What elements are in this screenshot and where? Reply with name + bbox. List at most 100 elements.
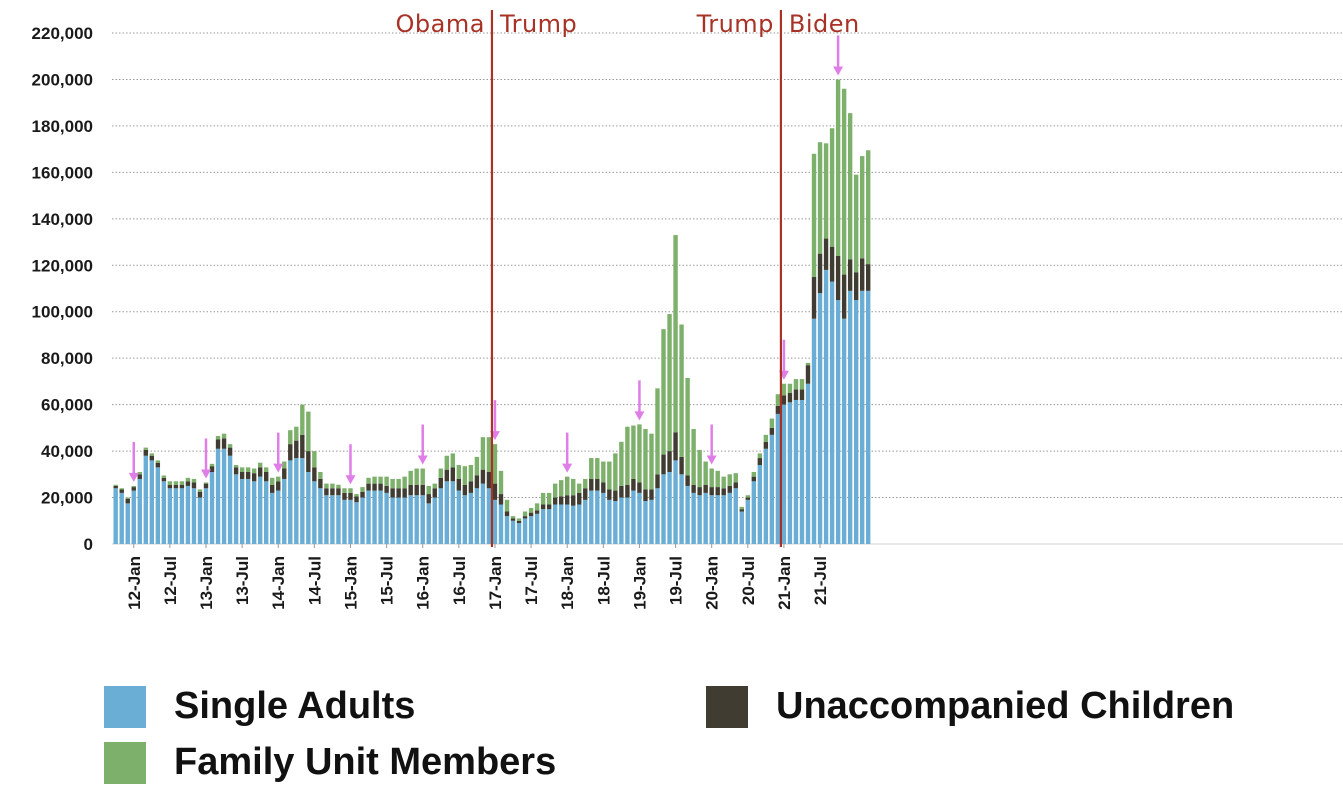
bars <box>113 79 871 544</box>
bar-unaccompanied-children <box>185 481 191 486</box>
x-tick-label: 14-Jan <box>269 556 288 610</box>
bar-single-adults <box>697 495 702 544</box>
bar-unaccompanied-children <box>769 427 775 435</box>
bar-unaccompanied-children <box>655 474 660 489</box>
bar-unaccompanied-children <box>143 449 148 456</box>
arrow-markers <box>128 35 844 485</box>
bar-family-unit-members <box>739 506 744 510</box>
bar-unaccompanied-children <box>173 484 179 489</box>
bar-family-unit-members <box>631 425 636 479</box>
bar-unaccompanied-children <box>643 489 648 502</box>
bar-family-unit-members <box>396 478 401 489</box>
x-tick-label: 15-Jan <box>341 556 360 610</box>
bar-single-adults <box>173 488 179 544</box>
bar-single-adults <box>414 495 419 544</box>
bar-family-unit-members <box>607 461 612 490</box>
bar-family-unit-members <box>619 441 624 486</box>
bar-unaccompanied-children <box>420 484 425 496</box>
bar-unaccompanied-children <box>390 488 395 498</box>
bar-unaccompanied-children <box>113 485 118 489</box>
bar-single-adults <box>191 488 197 544</box>
bar-unaccompanied-children <box>161 477 167 482</box>
bar-unaccompanied-children <box>330 488 335 496</box>
x-tick-label: 17-Jan <box>486 556 505 610</box>
bar-single-adults <box>288 460 293 544</box>
bar-family-unit-members <box>257 462 263 468</box>
bar-single-adults <box>583 499 588 544</box>
bar-unaccompanied-children <box>354 496 359 503</box>
bar-family-unit-members <box>805 362 811 366</box>
bar-single-adults <box>498 504 504 544</box>
bar-unaccompanied-children <box>372 483 377 491</box>
bar-single-adults <box>227 455 233 544</box>
bar-family-unit-members <box>763 434 769 442</box>
bar-family-unit-members <box>637 424 642 483</box>
bar-single-adults <box>823 269 829 544</box>
bar-single-adults <box>215 448 221 544</box>
bar-single-adults <box>787 402 793 544</box>
bar-unaccompanied-children <box>408 484 413 496</box>
bar-family-unit-members <box>721 476 726 489</box>
bar-single-adults <box>661 474 666 544</box>
bar-unaccompanied-children <box>312 467 317 482</box>
bar-family-unit-members <box>270 477 275 485</box>
x-tick-label: 15-Jul <box>378 556 397 605</box>
x-tick-label: 14-Jul <box>305 556 324 605</box>
bar-unaccompanied-children <box>468 481 474 493</box>
x-tick-label: 12-Jul <box>161 556 180 605</box>
bar-family-unit-members <box>571 478 576 496</box>
bar-single-adults <box>558 504 564 544</box>
bar-unaccompanied-children <box>709 487 714 496</box>
bar-unaccompanied-children <box>565 495 570 505</box>
x-tick-label: 18-Jan <box>558 556 577 610</box>
bar-unaccompanied-children <box>324 488 329 496</box>
bar-family-unit-members <box>438 468 443 478</box>
bar-unaccompanied-children <box>462 484 468 496</box>
bar-family-unit-members <box>799 379 805 390</box>
legend-item-family-unit-members: Family Unit Members <box>104 741 556 784</box>
bar-single-adults <box>571 505 576 544</box>
chart: 0 20,000 40,000 60,000 80,000 100,000 120,000 1… <box>32 10 1343 610</box>
bar-family-unit-members <box>625 426 630 485</box>
bar-single-adults <box>143 455 148 544</box>
bar-single-adults <box>829 281 835 544</box>
bar-unaccompanied-children <box>866 264 871 291</box>
bar-unaccompanied-children <box>847 259 853 291</box>
bar-single-adults <box>607 499 612 544</box>
bar-family-unit-members <box>613 453 618 491</box>
bar-family-unit-members <box>661 329 666 455</box>
bar-unaccompanied-children <box>649 489 654 500</box>
bar-family-unit-members <box>727 474 732 486</box>
bar-family-unit-members <box>456 465 462 479</box>
bar-single-adults <box>318 488 323 544</box>
bar-unaccompanied-children <box>137 474 142 479</box>
bar-unaccompanied-children <box>571 495 576 506</box>
bar-single-adults <box>179 488 185 544</box>
bar-family-unit-members <box>306 411 311 452</box>
bar-family-unit-members <box>823 143 829 239</box>
bar-single-adults <box>245 478 251 544</box>
bar-unaccompanied-children <box>432 488 437 498</box>
bar-family-unit-members <box>577 483 582 493</box>
bar-family-unit-members <box>667 314 672 452</box>
bar-unaccompanied-children <box>805 365 811 384</box>
bar-single-adults <box>450 481 456 544</box>
bar-single-adults <box>384 492 389 544</box>
y-tick-label: 200,000 <box>32 70 93 89</box>
bar-family-unit-members <box>161 475 167 478</box>
bar-unaccompanied-children <box>131 487 136 491</box>
bar-single-adults <box>685 485 690 544</box>
bar-family-unit-members <box>179 481 185 485</box>
bar-unaccompanied-children <box>685 475 690 486</box>
bar-family-unit-members <box>583 478 588 489</box>
bar-unaccompanied-children <box>498 494 504 505</box>
bar-single-adults <box>540 509 546 544</box>
bar-family-unit-members <box>131 485 136 488</box>
bar-family-unit-members <box>390 478 395 489</box>
bar-single-adults <box>835 300 841 544</box>
bar-single-adults <box>534 513 540 544</box>
bar-family-unit-members <box>552 483 558 498</box>
bar-family-unit-members <box>859 156 865 259</box>
bar-single-adults <box>233 474 239 544</box>
bar-single-adults <box>655 488 660 544</box>
